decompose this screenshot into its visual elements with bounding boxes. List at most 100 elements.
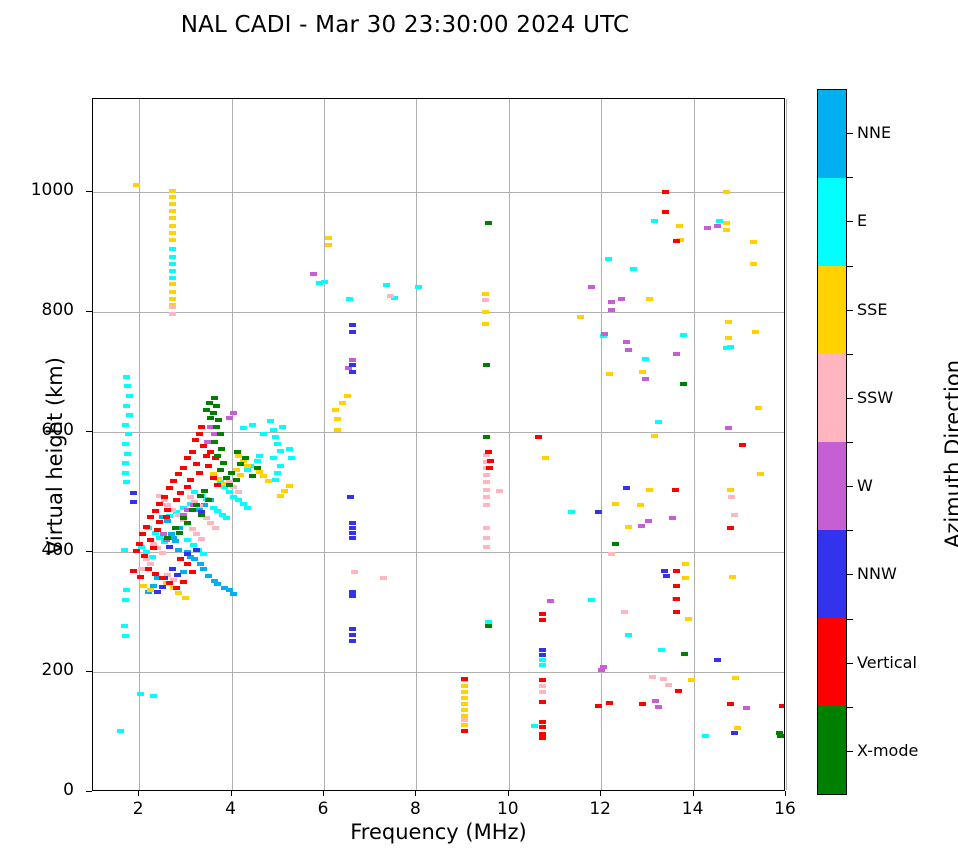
scatter-point	[677, 238, 685, 242]
scatter-point	[193, 547, 201, 552]
scatter-point	[174, 547, 182, 552]
scatter-point	[164, 518, 172, 523]
scatter-point	[483, 535, 491, 540]
scatter-point	[191, 557, 199, 562]
scatter-point	[120, 624, 128, 629]
scatter-point	[214, 454, 222, 458]
scatter-point	[349, 323, 357, 328]
scatter-point	[244, 505, 252, 510]
scatter-point	[193, 532, 201, 536]
scatter-point	[315, 281, 323, 286]
scatter-point	[724, 426, 732, 431]
scatter-point	[349, 530, 357, 535]
plot-area[interactable]	[92, 98, 787, 791]
scatter-point	[482, 298, 490, 302]
colorbar-segment-sse[interactable]	[818, 266, 846, 354]
y-axis-tick	[86, 191, 92, 192]
scatter-point	[334, 416, 342, 421]
scatter-point	[332, 408, 340, 413]
x-axis-tick-label: 16	[774, 799, 796, 819]
scatter-point	[260, 474, 268, 479]
scatter-point	[168, 238, 176, 242]
scatter-point	[535, 434, 543, 439]
scatter-point	[216, 480, 224, 485]
scatter-point	[158, 576, 166, 581]
scatter-point	[205, 498, 212, 503]
scatter-point	[172, 498, 180, 503]
colorbar-boundary-tick	[847, 706, 853, 708]
scatter-point	[171, 526, 179, 530]
x-axis-tick	[230, 791, 232, 796]
scatter-point	[483, 460, 491, 464]
colorbar-segment-w[interactable]	[818, 442, 846, 530]
scatter-point	[239, 502, 247, 506]
scatter-point	[168, 296, 176, 301]
scatter-point	[461, 677, 469, 682]
colorbar-segment-vertical[interactable]	[818, 618, 846, 706]
scatter-point	[606, 701, 614, 706]
scatter-point	[209, 475, 217, 480]
scatter-point	[604, 257, 612, 262]
scatter-point	[225, 588, 233, 593]
colorbar-segment-nnw[interactable]	[818, 530, 846, 618]
colorbar-segment-ssw[interactable]	[818, 354, 846, 442]
colorbar[interactable]	[817, 89, 847, 795]
scatter-point	[133, 182, 141, 187]
scatter-point	[196, 562, 204, 566]
scatter-point	[320, 280, 328, 284]
scatter-point	[151, 571, 159, 576]
scatter-point	[139, 532, 147, 536]
scatter-point	[483, 487, 491, 492]
scatter-point	[611, 541, 619, 546]
scatter-point	[538, 732, 546, 737]
scatter-point	[177, 491, 185, 496]
scatter-point	[538, 648, 546, 653]
y-axis-tick-label: 0	[63, 780, 74, 800]
scatter-point	[276, 463, 284, 468]
scatter-point	[285, 484, 293, 488]
colorbar-label-nnw: NNW	[857, 564, 897, 584]
scatter-point	[278, 425, 286, 430]
scatter-point	[217, 446, 225, 451]
scatter-point	[161, 498, 169, 503]
scatter-point	[159, 532, 167, 536]
scatter-point	[210, 432, 218, 437]
scatter-point	[267, 419, 275, 424]
scatter-point	[121, 634, 129, 638]
x-axis-tick-label: 6	[317, 799, 329, 819]
scatter-point	[120, 547, 128, 552]
colorbar-segment-x-mode[interactable]	[818, 706, 846, 794]
colorbar-boundary-tick	[847, 442, 853, 443]
scatter-point	[461, 708, 469, 713]
scatter-point	[179, 570, 187, 575]
colorbar-label-e: E	[857, 211, 868, 231]
colorbar-segment-nne[interactable]	[818, 90, 846, 178]
y-axis-tick-label: 200	[41, 660, 74, 680]
x-axis-tick	[138, 791, 140, 796]
scatter-data-layer	[93, 99, 784, 790]
scatter-point	[222, 475, 230, 480]
scatter-point	[142, 524, 150, 529]
scatter-point	[482, 310, 490, 314]
scatter-point	[623, 340, 631, 344]
scatter-point	[253, 466, 261, 470]
scatter-point	[606, 372, 614, 377]
scatter-point	[546, 599, 554, 604]
colorbar-label-vertical: Vertical	[857, 652, 917, 672]
colorbar-tick	[847, 662, 853, 664]
x-axis-tick	[692, 791, 694, 796]
scatter-point	[265, 479, 273, 484]
scatter-point	[538, 725, 546, 730]
scatter-point	[154, 528, 162, 533]
scatter-point	[142, 550, 150, 554]
x-axis-tick	[323, 791, 324, 796]
scatter-point	[269, 427, 277, 432]
scatter-point	[483, 545, 491, 550]
scatter-point	[482, 322, 490, 326]
colorbar-segment-e[interactable]	[818, 178, 846, 266]
scatter-point	[274, 442, 282, 446]
scatter-point	[172, 510, 180, 515]
scatter-point	[200, 552, 208, 557]
x-axis-tick-label: 12	[589, 799, 611, 819]
scatter-point	[184, 538, 192, 542]
